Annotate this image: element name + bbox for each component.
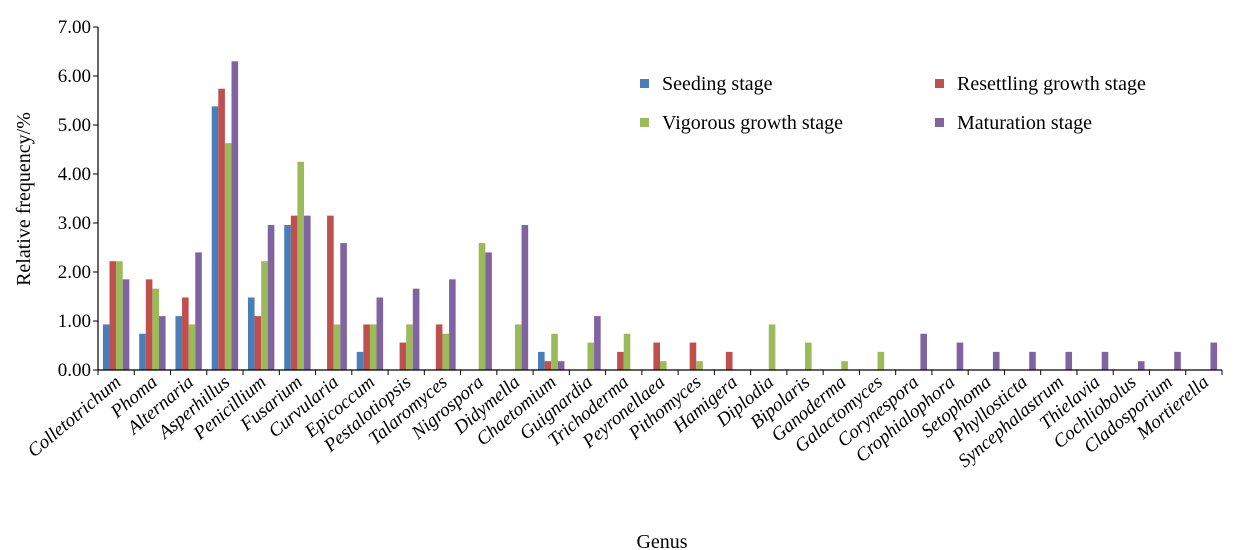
y-axis-ticks: 0.00 1.00 2.00 3.00 4.00 5.00 6.00 7.00 (58, 17, 98, 381)
bar (920, 333, 928, 370)
bar (247, 297, 255, 370)
bar (557, 361, 565, 370)
bar (297, 161, 305, 370)
bar (399, 342, 407, 370)
bar (1101, 351, 1109, 370)
bar (340, 243, 347, 370)
y-tick-label: 3.00 (58, 213, 91, 234)
bar (369, 324, 377, 370)
bar (290, 215, 298, 370)
bar (116, 261, 123, 370)
bar (956, 342, 964, 370)
bar (841, 361, 848, 370)
bar (514, 324, 522, 370)
legend-swatch (640, 79, 649, 88)
bar (992, 351, 1000, 370)
bar (725, 351, 733, 370)
y-tick-label: 6.00 (58, 66, 91, 87)
bar (877, 351, 885, 370)
bar (376, 297, 384, 370)
y-tick-label: 0.00 (58, 360, 91, 381)
bar (594, 316, 601, 370)
bar (152, 288, 159, 370)
y-axis-title: Relative frequency/% (13, 112, 35, 286)
bar (442, 333, 450, 370)
legend-label: Seeding stage (662, 73, 773, 95)
bar (195, 252, 202, 370)
bar (412, 288, 420, 370)
bar (1065, 351, 1073, 370)
bar (109, 261, 117, 370)
legend-label: Resettling growth stage (957, 73, 1146, 95)
legend-label: Vigorous growth stage (662, 112, 843, 134)
bar (122, 279, 130, 370)
bar (218, 88, 225, 371)
bar (211, 106, 219, 370)
bar (696, 361, 703, 370)
y-tick-label: 1.00 (58, 311, 91, 332)
bar (182, 297, 189, 370)
bars (102, 61, 1218, 371)
bar (304, 215, 311, 370)
bar (175, 316, 183, 370)
x-axis-category-labels: ColletotrichumPhomaAlternariaAsperhillus… (24, 372, 1213, 472)
bar (327, 215, 334, 370)
bar (406, 324, 413, 370)
y-tick-label: 4.00 (58, 164, 91, 185)
bar (1174, 351, 1181, 370)
bar (768, 324, 776, 370)
bar (284, 224, 291, 370)
bar (805, 342, 812, 370)
bar (363, 324, 370, 370)
bar (333, 324, 341, 370)
bar (145, 279, 153, 370)
bar (102, 324, 110, 370)
bar (551, 333, 558, 370)
bar (485, 252, 492, 370)
bar (623, 333, 631, 370)
bar (267, 224, 275, 370)
bar (139, 333, 146, 370)
bar (356, 351, 364, 370)
bar (224, 143, 232, 370)
bar (538, 351, 545, 370)
bar (254, 316, 262, 370)
bar (617, 351, 624, 370)
bar (1210, 342, 1218, 370)
y-tick-label: 7.00 (58, 17, 91, 38)
bar (158, 316, 166, 370)
legend-swatch (935, 118, 944, 127)
bar (478, 243, 486, 370)
bar (521, 224, 529, 370)
bar (231, 61, 239, 371)
legend-swatch (640, 118, 649, 127)
legend-swatch (935, 79, 944, 88)
bar (587, 342, 595, 370)
bar (261, 261, 268, 370)
y-tick-label: 5.00 (58, 115, 91, 136)
y-tick-label: 2.00 (58, 262, 91, 283)
x-category-label: Colletotrichum (24, 372, 126, 462)
bar (660, 361, 667, 370)
bar (1137, 361, 1145, 370)
bar (449, 279, 456, 370)
legend: Seeding stage Resettling growth stage Vigo… (640, 73, 1146, 134)
axes (97, 27, 1223, 375)
x-axis-title: Genus (636, 531, 687, 550)
bar (1029, 351, 1036, 370)
legend-label: Maturation stage (957, 112, 1092, 134)
bar (544, 361, 552, 370)
bar (689, 342, 697, 370)
bar (435, 324, 443, 370)
bar (653, 342, 660, 370)
bar (188, 324, 196, 370)
